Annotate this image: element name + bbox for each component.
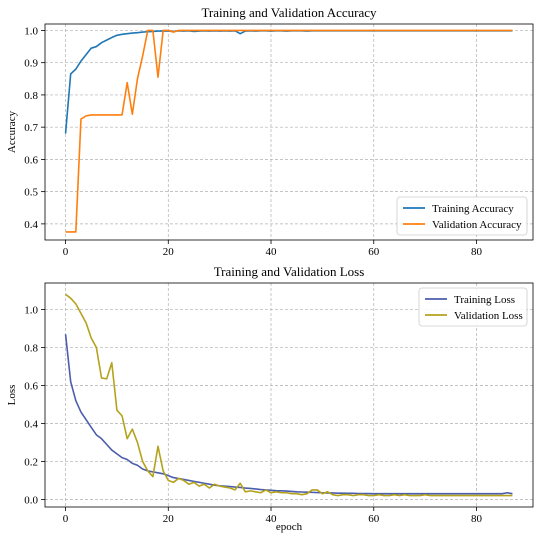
loss-y-tick-label: 1.0	[24, 305, 38, 317]
accuracy-chart: Training and Validation Accuracy Accurac…	[6, 5, 534, 258]
loss-y-tick-label: 0.2	[24, 456, 38, 468]
accuracy-y-tick-label: 1.0	[24, 25, 38, 37]
accuracy-legend-box	[396, 196, 528, 236]
accuracy-x-tick-label: 80	[471, 246, 483, 258]
loss-x-tick-label: 0	[63, 513, 69, 525]
loss-y-tick-label: 0.8	[24, 343, 38, 355]
validation-loss-line	[65, 293, 513, 497]
validation-accuracy-line	[65, 29, 513, 233]
loss-x-tick-label: 60	[368, 513, 380, 525]
accuracy-x-tick-label: 40	[266, 246, 278, 258]
loss-legend: Training Loss Validation Loss	[418, 287, 528, 327]
loss-chart-title: Training and Validation Loss	[214, 264, 365, 279]
loss-legend-box	[418, 287, 528, 327]
loss-x-tick-label: 40	[266, 513, 278, 525]
loss-y-tick-label: 0.6	[24, 381, 38, 393]
accuracy-x-tick-label: 20	[163, 246, 175, 258]
validation-accuracy-legend-label: Validation Accuracy	[432, 219, 522, 231]
accuracy-y-tick-label: 0.8	[24, 90, 38, 102]
accuracy-y-axis-label: Accuracy	[6, 110, 18, 153]
accuracy-chart-title: Training and Validation Accuracy	[201, 5, 377, 20]
training-accuracy-line	[64, 29, 513, 134]
loss-x-axis-label: epoch	[276, 521, 303, 533]
loss-x-tick-label: 80	[471, 513, 483, 525]
accuracy-legend: Training Accuracy Validation Accuracy	[396, 196, 528, 236]
accuracy-x-tick-label: 0	[63, 246, 69, 258]
accuracy-x-tick-label: 60	[368, 246, 380, 258]
training-loss-legend-label: Training Loss	[454, 294, 515, 306]
training-loss-line	[64, 334, 513, 495]
accuracy-y-tick-label: 0.6	[24, 154, 38, 166]
accuracy-y-tick-label: 0.5	[24, 187, 38, 199]
loss-plot-frame	[44, 282, 534, 508]
loss-y-tick-label: 0.0	[24, 494, 38, 506]
loss-y-tick-label: 0.4	[24, 418, 38, 430]
accuracy-plot-frame	[44, 23, 534, 241]
accuracy-y-tick-label: 0.7	[24, 122, 38, 134]
loss-chart: Training and Validation Loss Loss epoch …	[6, 264, 534, 533]
loss-y-axis-label: Loss	[6, 385, 18, 406]
loss-x-tick-label: 20	[163, 513, 175, 525]
training-accuracy-legend-label: Training Accuracy	[432, 203, 514, 215]
validation-loss-legend-label: Validation Loss	[454, 310, 523, 322]
accuracy-y-tick-label: 0.4	[24, 219, 38, 231]
accuracy-y-tick-label: 0.9	[24, 58, 38, 70]
